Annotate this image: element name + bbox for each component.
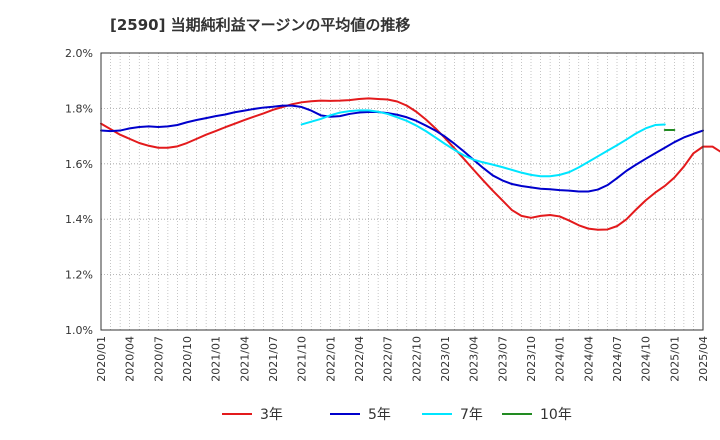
x-axis-ticks: 2020/01 2020/04 2020/07 2020/10 2021/01 2021/… <box>95 336 710 382</box>
y-axis-ticks: 1.0% 1.2% 1.4% 1.6% 1.8% 2.0% <box>65 47 93 337</box>
series-lines <box>100 97 720 231</box>
legend: 3年 5年 7年 10年 <box>222 407 572 423</box>
plot-border <box>100 52 704 331</box>
legend-label: 5年 <box>368 407 391 423</box>
x-tick-label: 2024/01 <box>554 336 567 382</box>
y-tick-label: 1.2% <box>65 269 93 282</box>
x-tick-label: 2020/04 <box>124 336 137 382</box>
x-tick-label: 2023/01 <box>439 336 452 382</box>
y-tick-label: 1.4% <box>65 213 93 226</box>
x-tick-label: 2020/07 <box>152 336 165 382</box>
x-tick-label: 2021/07 <box>267 336 280 382</box>
x-tick-label: 2020/10 <box>181 336 194 382</box>
x-tick-label: 2020/01 <box>95 336 108 382</box>
series-line-2 <box>100 104 704 193</box>
x-tick-label: 2022/10 <box>410 336 423 382</box>
x-tick-label: 2025/04 <box>697 336 710 382</box>
x-tick-label: 2021/04 <box>238 336 251 382</box>
y-tick-label: 2.0% <box>65 47 93 60</box>
x-tick-label: 2022/04 <box>353 336 366 382</box>
y-tick-label: 1.8% <box>65 102 93 115</box>
legend-label: 10年 <box>540 407 572 423</box>
legend-label: 3年 <box>260 407 283 423</box>
y-tick-label: 1.6% <box>65 158 93 171</box>
x-tick-label: 2024/10 <box>640 336 653 382</box>
y-tick-label: 1.0% <box>65 324 93 337</box>
chart-title: [2590] 当期純利益マージンの平均値の推移 <box>110 16 411 34</box>
x-tick-label: 2023/10 <box>525 336 538 382</box>
x-tick-label: 2024/07 <box>611 336 624 382</box>
legend-label: 7年 <box>460 407 483 423</box>
series-line-1 <box>100 97 720 231</box>
grid-lines <box>101 53 703 330</box>
x-tick-label: 2024/04 <box>582 336 595 382</box>
x-tick-label: 2021/10 <box>296 336 309 382</box>
x-tick-label: 2023/04 <box>468 336 481 382</box>
x-tick-label: 2023/07 <box>496 336 509 382</box>
x-tick-label: 2022/01 <box>324 336 337 382</box>
x-tick-label: 2022/07 <box>382 336 395 382</box>
series-line-3 <box>300 109 666 178</box>
x-tick-label: 2025/01 <box>668 336 681 382</box>
plot-background <box>101 53 703 330</box>
x-tick-label: 2021/01 <box>210 336 223 382</box>
